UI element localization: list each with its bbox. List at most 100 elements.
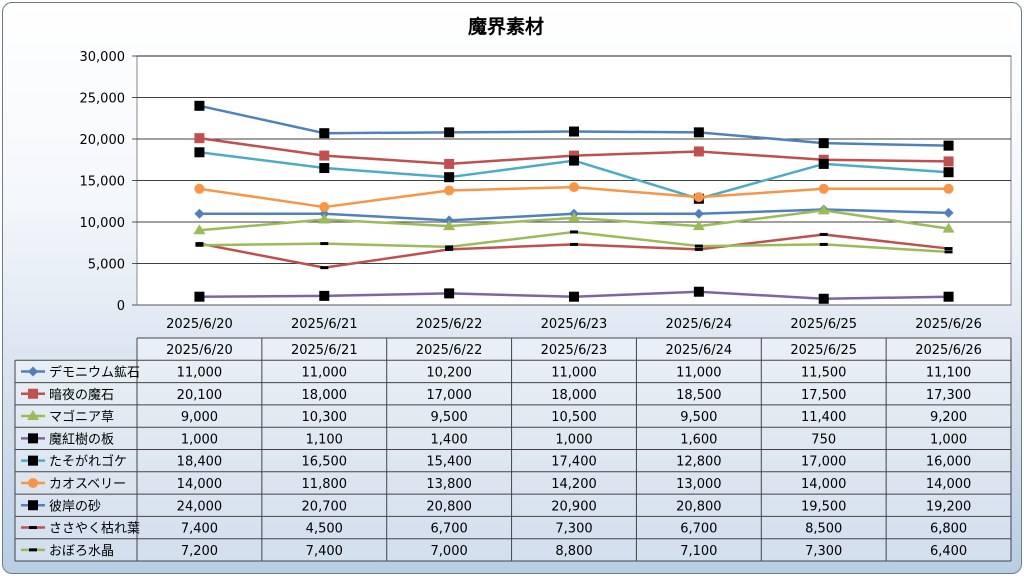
- table-value-cell: 14,000: [177, 477, 223, 492]
- table-value-cell: 18,500: [676, 388, 722, 403]
- table-value-cell: 6,700: [431, 522, 468, 537]
- table-value-cell: 9,500: [431, 410, 468, 425]
- marker-square: [569, 155, 579, 166]
- marker-square: [28, 433, 38, 444]
- table-value-cell: 14,000: [801, 477, 847, 492]
- x-tick-label: 2025/6/25: [790, 317, 857, 332]
- table-value-cell: 17,400: [551, 455, 597, 470]
- chart-svg: 魔界素材 0 5,000 10,000 15,000 20,000 25,000 30,00…: [14, 15, 1012, 562]
- table-value-cell: 20,800: [426, 499, 472, 514]
- marker-square: [693, 127, 704, 138]
- table-value-cell: 20,700: [302, 499, 348, 514]
- table-value-cell: 14,200: [551, 477, 597, 492]
- table-value-cell: 9,500: [680, 410, 717, 425]
- table-value-cell: 6,800: [930, 522, 967, 537]
- marker-square: [194, 291, 205, 302]
- marker-square: [444, 288, 455, 299]
- marker-square: [28, 500, 38, 511]
- table-series-name: デモニウム鉱石: [49, 364, 140, 380]
- y-tick-label: 0: [117, 299, 125, 314]
- y-tick-label: 15,000: [80, 175, 126, 190]
- marker-circle: [569, 182, 579, 193]
- table-value-cell: 10,200: [426, 365, 472, 380]
- x-tick-label: 2025/6/20: [166, 317, 233, 332]
- table-value-cell: 12,800: [676, 455, 722, 470]
- table-value-cell: 11,000: [302, 365, 348, 380]
- marker-triangle: [443, 220, 456, 231]
- marker-dash: [195, 243, 204, 247]
- table-value-cell: 8,800: [555, 544, 592, 559]
- table-value-cell: 11,000: [177, 365, 223, 380]
- table-series-name: 魔紅樹の板: [49, 432, 114, 447]
- marker-diamond: [194, 208, 205, 219]
- table-value-cell: 1,100: [306, 432, 343, 447]
- marker-diamond: [943, 207, 954, 218]
- marker-triangle: [817, 204, 830, 215]
- table-value-cell: 1,400: [431, 432, 468, 447]
- table-value-cell: 4,500: [306, 522, 343, 537]
- table-header-cell: 2025/6/21: [291, 343, 358, 358]
- table-series-name: 暗夜の魔石: [49, 388, 114, 403]
- marker-square: [569, 291, 579, 302]
- marker-circle: [943, 183, 954, 194]
- table-value-cell: 20,800: [676, 499, 722, 514]
- marker-square: [444, 127, 455, 138]
- table-value-cell: 9,200: [930, 410, 967, 425]
- marker-triangle: [193, 224, 206, 235]
- table-value-cell: 17,500: [801, 388, 847, 403]
- table-value-cell: 1,000: [181, 432, 218, 447]
- table-header-background: [137, 338, 1011, 361]
- marker-dash: [570, 230, 578, 234]
- table-value-cell: 11,100: [926, 365, 972, 380]
- table-series-name: ささやく枯れ葉: [49, 522, 140, 537]
- table-value-cell: 11,000: [551, 365, 597, 380]
- marker-triangle: [568, 211, 580, 222]
- marker-square: [943, 140, 954, 151]
- table-value-cell: 11,400: [801, 410, 847, 425]
- marker-circle: [28, 477, 38, 488]
- table-value-cell: 16,000: [926, 455, 972, 470]
- table-value-cell: 11,000: [676, 365, 722, 380]
- table-series-name: カオスベリー: [49, 477, 126, 492]
- table-series-name: おぼろ水晶: [49, 544, 114, 559]
- marker-triangle: [27, 410, 39, 421]
- y-tick-label: 25,000: [80, 92, 126, 107]
- table-value-cell: 1,000: [555, 432, 592, 447]
- table-value-cell: 17,000: [426, 388, 472, 403]
- marker-diamond: [693, 208, 704, 219]
- marker-dash: [944, 247, 953, 251]
- y-tick-label: 5,000: [88, 258, 125, 273]
- table-value-cell: 6,400: [930, 544, 967, 559]
- table-value-cell: 1,000: [930, 432, 967, 447]
- table-value-cell: 18,000: [551, 388, 597, 403]
- table-value-cell: 9,000: [181, 410, 218, 425]
- y-tick-label: 30,000: [80, 50, 126, 65]
- y-tick-label: 20,000: [80, 133, 126, 148]
- table-background: [15, 360, 1011, 561]
- table-value-cell: 11,500: [801, 365, 847, 380]
- marker-triangle: [942, 222, 955, 233]
- marker-square: [818, 293, 829, 304]
- marker-square: [818, 158, 829, 169]
- table-value-cell: 16,500: [302, 455, 348, 470]
- marker-square: [693, 286, 704, 297]
- marker-square: [319, 290, 330, 301]
- table-value-cell: 7,200: [181, 544, 218, 559]
- marker-circle: [444, 185, 455, 196]
- table-value-cell: 7,000: [431, 544, 468, 559]
- marker-square: [444, 172, 455, 183]
- table-header-cell: 2025/6/23: [541, 343, 608, 358]
- table-value-cell: 7,100: [680, 544, 717, 559]
- table-header-cell: 2025/6/26: [915, 343, 982, 358]
- table-value-cell: 20,900: [551, 499, 597, 514]
- marker-square: [319, 163, 330, 174]
- x-tick-label: 2025/6/22: [416, 317, 483, 332]
- table-value-cell: 13,800: [426, 477, 472, 492]
- table-header-cell: 2025/6/22: [416, 343, 483, 358]
- y-tick-label: 10,000: [80, 216, 126, 231]
- marker-circle: [693, 192, 704, 203]
- marker-square: [194, 133, 205, 144]
- marker-circle: [194, 183, 205, 194]
- marker-square: [28, 455, 38, 466]
